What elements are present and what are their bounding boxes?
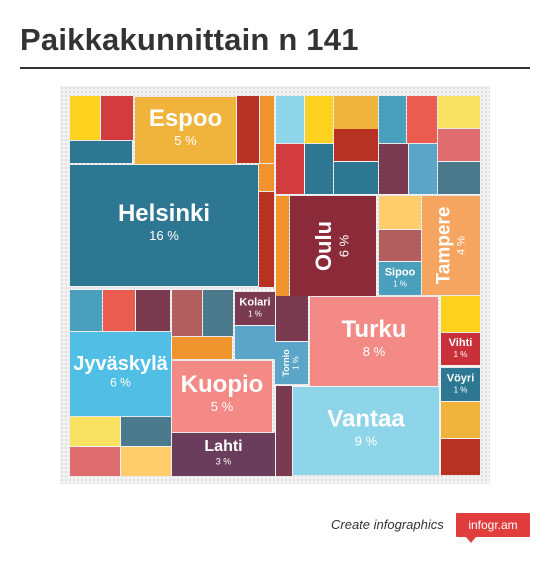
tile-label-lahti: Lahti <box>204 438 242 455</box>
unlabeled-tile <box>334 129 378 161</box>
tile-label-espoo: Espoo <box>149 105 222 132</box>
unlabeled-tile <box>438 96 480 128</box>
unlabeled-tile <box>70 447 120 476</box>
tile-value-vantaa: 9 % <box>355 433 378 448</box>
unlabeled-tile <box>172 337 232 359</box>
unlabeled-tile <box>379 230 421 261</box>
tile-label-helsinki: Helsinki <box>118 200 210 227</box>
tile-kolari <box>235 292 275 325</box>
tile-espoo <box>135 97 236 164</box>
tile-label-tampere: Tampere <box>433 207 454 285</box>
unlabeled-tile <box>276 296 308 341</box>
tile-label-turku: Turku <box>342 316 407 343</box>
unlabeled-tile <box>237 96 259 163</box>
unlabeled-tile <box>334 162 378 194</box>
tile-kuopio <box>172 361 272 432</box>
unlabeled-tile <box>276 386 292 476</box>
unlabeled-tile <box>438 129 480 161</box>
tile-vantaa <box>293 387 439 475</box>
unlabeled-tile <box>379 196 421 229</box>
create-infographics-link[interactable]: Create infographics <box>331 517 444 532</box>
tile-turku <box>310 297 438 386</box>
unlabeled-tile <box>121 447 171 476</box>
unlabeled-tile <box>259 192 274 287</box>
chart-title: Paikkakunnittain n 141 <box>20 22 359 57</box>
unlabeled-tile <box>70 417 120 446</box>
tile-value-tampere: 4 % <box>455 236 467 255</box>
tile-value-sipoo: 1 % <box>393 280 407 289</box>
tile-value-voyri: 1 % <box>454 386 468 395</box>
unlabeled-tile <box>70 290 102 331</box>
unlabeled-tile <box>276 196 289 296</box>
tile-tampere <box>422 196 480 295</box>
tile-value-espoo: 5 % <box>174 133 197 148</box>
unlabeled-tile <box>260 96 274 163</box>
tile-value-turku: 8 % <box>363 344 386 359</box>
tile-value-helsinki: 16 % <box>149 228 179 243</box>
unlabeled-tile <box>379 144 408 194</box>
tile-label-vantaa: Vantaa <box>327 405 405 432</box>
tile-value-vihti: 1 % <box>454 350 468 359</box>
unlabeled-tile <box>276 144 304 194</box>
unlabeled-tile <box>441 296 480 332</box>
unlabeled-tile <box>70 141 132 163</box>
treemap-area: Helsinki 16 % Vantaa 9 % Turku 8 % Oulu 6 % Jyvä… <box>60 86 490 484</box>
unlabeled-tile <box>379 96 406 143</box>
unlabeled-tile <box>136 290 170 331</box>
unlabeled-tile <box>70 96 100 140</box>
tile-value-kuopio: 5 % <box>211 399 234 414</box>
tile-label-voyri: Vöyri <box>447 372 475 384</box>
tile-tornio <box>275 342 308 384</box>
unlabeled-tile <box>409 144 437 194</box>
unlabeled-tile <box>101 96 133 140</box>
tile-label-jyvaskyla: Jyväskylä <box>73 353 168 375</box>
tile-sipoo <box>379 262 421 295</box>
unlabeled-tile <box>441 402 480 438</box>
unlabeled-tile <box>103 290 135 331</box>
unlabeled-tile <box>438 162 480 194</box>
unlabeled-tile <box>407 96 437 143</box>
tile-label-tornio: Tornio <box>281 349 291 377</box>
badge-tail <box>466 537 476 543</box>
tile-label-sipoo: Sipoo <box>385 266 416 278</box>
unlabeled-tile <box>259 164 274 191</box>
unlabeled-tile <box>203 290 233 336</box>
infogram-badge[interactable]: infogr.am <box>456 513 530 537</box>
tile-label-oulu: Oulu <box>311 221 336 271</box>
unlabeled-tile <box>334 96 378 129</box>
tile-value-jyvaskyla: 6 % <box>110 376 131 390</box>
tile-value-tornio: 1 % <box>292 356 301 370</box>
tile-value-lahti: 3 % <box>216 457 232 467</box>
tile-voyri <box>441 368 480 401</box>
tile-label-kuopio: Kuopio <box>181 371 264 398</box>
unlabeled-tile <box>305 96 333 143</box>
tile-label-kolari: Kolari <box>239 296 270 308</box>
tile-oulu <box>290 196 376 296</box>
unlabeled-tile <box>305 144 333 194</box>
unlabeled-tile <box>121 417 171 446</box>
unlabeled-tile <box>441 439 480 475</box>
tile-lahti <box>172 433 275 476</box>
tile-label-vihti: Vihti <box>449 337 473 349</box>
tile-helsinki <box>70 165 258 286</box>
tile-jyvaskyla <box>70 332 171 416</box>
unlabeled-tile <box>276 96 304 143</box>
tile-value-oulu: 6 % <box>337 234 352 257</box>
tile-vihti <box>441 333 480 365</box>
unlabeled-tile <box>235 326 275 359</box>
unlabeled-tile <box>172 290 202 336</box>
title-divider <box>20 67 530 69</box>
tile-value-kolari: 1 % <box>248 310 262 319</box>
